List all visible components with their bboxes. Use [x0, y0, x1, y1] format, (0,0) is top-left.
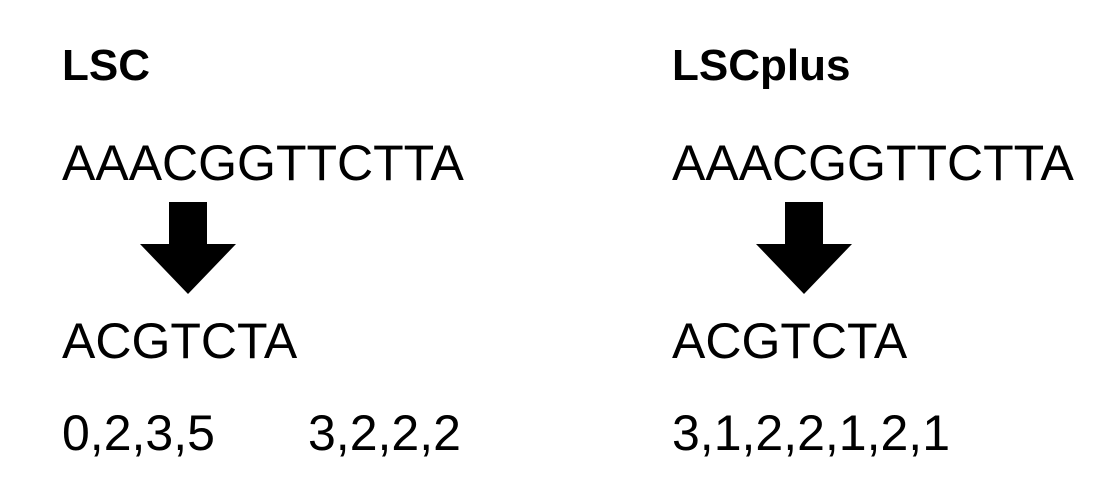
lscplus-input-sequence: AAACGGTTCTTA — [672, 135, 1074, 191]
lsc-output-sequence: ACGTCTA — [62, 313, 298, 369]
lscplus-counts: 3,1,2,2,1,2,1 — [672, 405, 951, 461]
lscplus-output-sequence: ACGTCTA — [672, 313, 908, 369]
down-arrow-icon — [756, 202, 852, 294]
lsc-counts-first: 0,2,3,5 — [62, 405, 215, 461]
lsc-panel: LSC AAACGGTTCTTA ACGTCTA 0,2,3,5 3,2,2,2 — [62, 0, 562, 494]
lsc-title: LSC — [62, 41, 150, 90]
lscplus-panel: LSCplus AAACGGTTCTTA ACGTCTA 3,1,2,2,1,2… — [672, 0, 1112, 494]
lscplus-title: LSCplus — [672, 41, 851, 90]
lsc-input-sequence: AAACGGTTCTTA — [62, 135, 464, 191]
down-arrow-icon — [140, 202, 236, 294]
lsc-counts-second: 3,2,2,2 — [308, 405, 461, 461]
